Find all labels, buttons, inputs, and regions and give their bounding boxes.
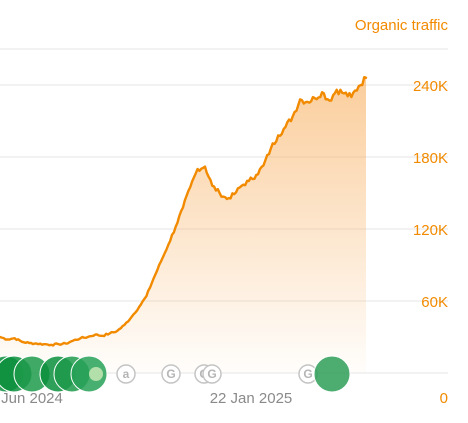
traffic-area [0,77,366,373]
y-axis-title: Organic traffic [355,17,449,34]
x-tick-label: 22 Jan 2025 [210,390,293,407]
svg-text:G: G [166,367,175,381]
y-tick-label: 240K [413,78,448,95]
event-icon[interactable]: G [161,364,181,384]
svg-text:G: G [303,367,312,381]
y-tick-label: 180K [413,150,448,167]
y-tick-label: 120K [413,222,448,239]
event-markers: aGGGG [0,355,351,393]
traffic-area-fill [0,77,366,373]
traffic-line-layer [0,76,368,347]
event-icon[interactable]: G [202,364,222,384]
svg-text:G: G [207,367,216,381]
x-tick-label: Jun 2024 [1,390,63,407]
y-axis-ticks: 240K 180K 120K 60K 0 [413,78,448,407]
y-tick-label: 0 [440,390,448,407]
update-marker-highlight [89,367,103,381]
x-axis-ticks: Jun 2024 22 Jan 2025 [1,390,292,407]
event-icon[interactable]: a [116,364,136,384]
svg-text:a: a [123,367,130,381]
update-marker[interactable] [313,355,351,393]
traffic-series-line [0,76,368,347]
y-tick-label: 60K [421,294,448,311]
